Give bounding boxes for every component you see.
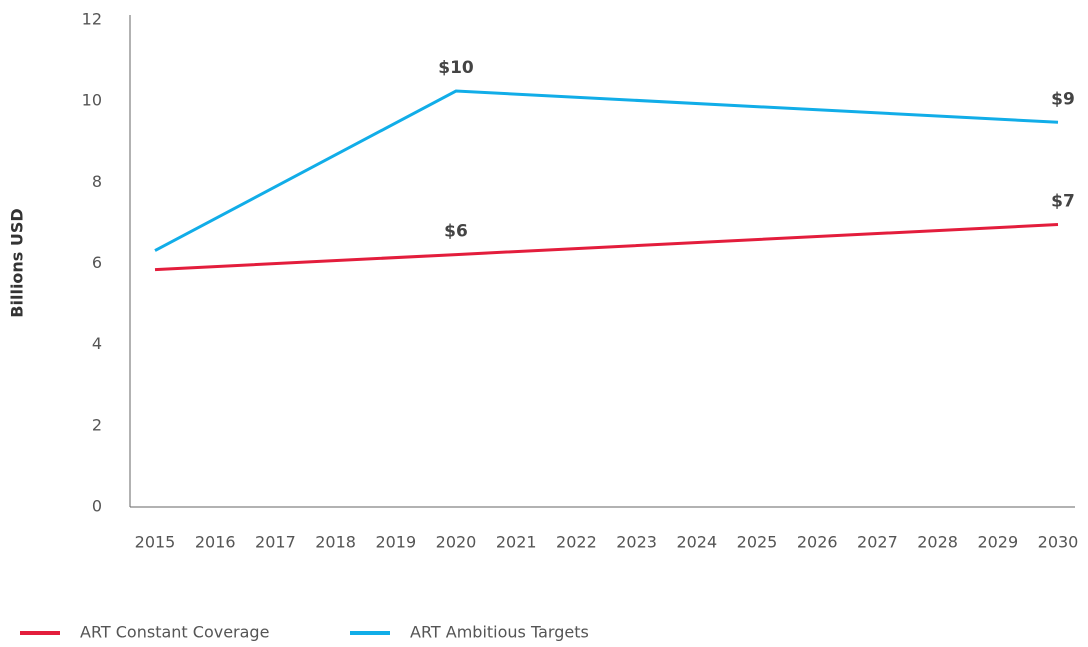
x-tick-label: 2030 (1038, 533, 1079, 552)
y-tick-label: 10 (82, 91, 102, 110)
x-tick-label: 2028 (917, 533, 958, 552)
legend-label: ART Ambitious Targets (410, 623, 589, 642)
data-label: $10 (438, 58, 474, 78)
x-tick-label: 2022 (556, 533, 597, 552)
x-tick-label: 2025 (737, 533, 778, 552)
x-tick-label: 2017 (255, 533, 296, 552)
line-series (154, 89, 1059, 252)
x-tick-label: 2015 (135, 533, 176, 552)
x-tick-label: 2024 (676, 533, 717, 552)
x-tick-label: 2026 (797, 533, 838, 552)
legend-label: ART Constant Coverage (80, 623, 269, 642)
x-tick-label: 2016 (195, 533, 236, 552)
x-tick-label: 2023 (616, 533, 657, 552)
y-tick-label: 12 (82, 10, 102, 29)
y-tick-label: 6 (92, 253, 102, 272)
x-tick-label: 2018 (315, 533, 356, 552)
y-tick-label: 8 (92, 172, 102, 191)
line-series (154, 223, 1059, 272)
x-tick-label: 2027 (857, 533, 898, 552)
y-axis-label: Billions USD (8, 208, 27, 317)
y-tick-label: 0 (92, 497, 102, 516)
y-tick-label: 4 (92, 334, 102, 353)
x-tick-label: 2020 (436, 533, 477, 552)
x-tick-label: 2021 (496, 533, 537, 552)
data-label: $6 (444, 222, 468, 242)
data-label: $7 (1051, 192, 1075, 212)
x-tick-label: 2019 (375, 533, 416, 552)
data-label: $9 (1051, 89, 1075, 109)
x-tick-label: 2029 (977, 533, 1018, 552)
y-tick-label: 2 (92, 415, 102, 434)
